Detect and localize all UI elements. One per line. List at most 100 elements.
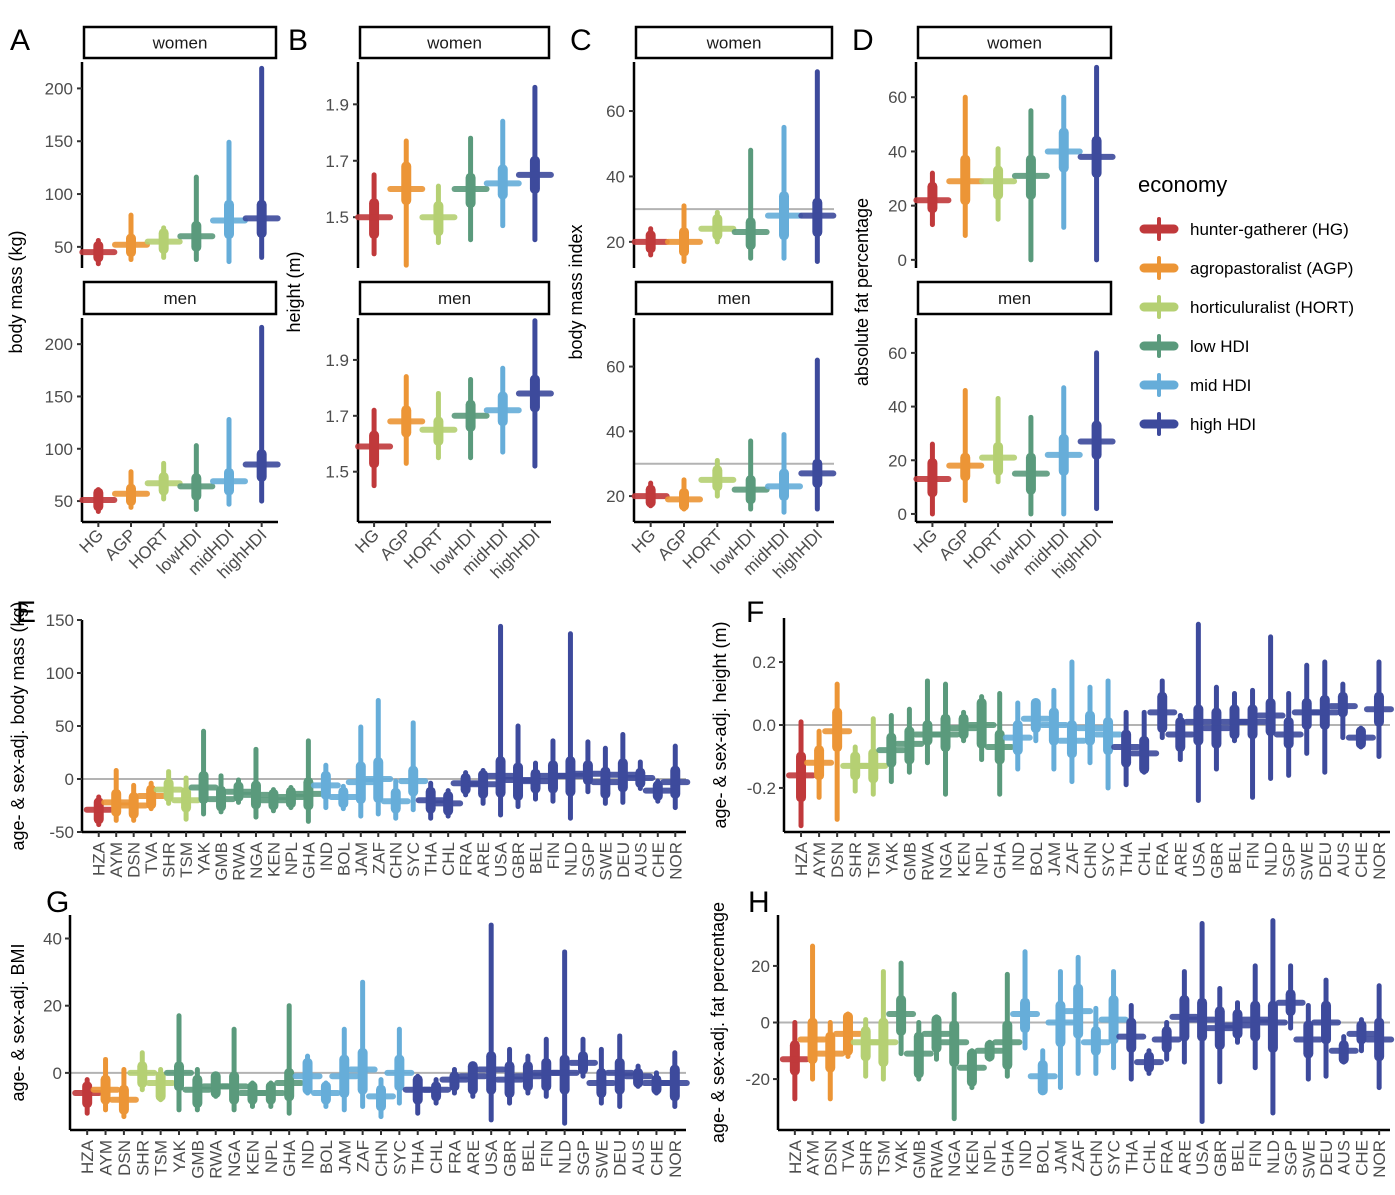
pointrange-CHL	[1133, 1048, 1164, 1076]
x-tick-label: DSN	[828, 842, 847, 878]
pointrange-CHE	[642, 778, 673, 804]
pointrange-THA	[1116, 1003, 1147, 1082]
pointrange-BOL	[1020, 697, 1051, 744]
series-group	[79, 324, 281, 515]
pointrange-GMB	[894, 706, 925, 775]
x-tick-label: DSN	[821, 1140, 840, 1176]
x-tick-label: DEU	[1317, 1140, 1336, 1176]
panel-letter: F	[746, 596, 764, 629]
legend-title: economy	[1138, 172, 1227, 197]
x-tick-label: FRA	[457, 841, 476, 876]
pointrange-KEN	[948, 709, 979, 744]
legend-label: hunter-gatherer (HG)	[1190, 220, 1349, 239]
pointrange-DEU	[604, 1033, 635, 1109]
x-tick-label: USA	[482, 1139, 501, 1175]
x-tick-label: KEN	[243, 1140, 262, 1175]
y-tick-label: 150	[45, 132, 73, 151]
panel-letter: A	[10, 24, 30, 57]
x-tick-label: IND	[1016, 1140, 1035, 1169]
pointrange-RWA	[223, 777, 254, 805]
x-tick-label: TSM	[864, 842, 883, 878]
y-tick-label: 20	[606, 487, 625, 506]
panel-letter: G	[46, 886, 69, 919]
pointrange-DSN	[118, 782, 149, 823]
y-tick-label: 0.0	[752, 716, 776, 735]
x-tick-label: CHE	[1352, 1140, 1371, 1176]
pointrange-DEU	[607, 731, 638, 805]
x-tick-label: NGA	[937, 841, 956, 879]
pointrange-USA	[476, 922, 507, 1123]
x-tick-label: JAM	[335, 1140, 354, 1174]
pointrange-DEU	[1309, 659, 1340, 775]
x-tick-label: BOL	[1034, 1140, 1053, 1174]
x-tick-label: ARE	[1175, 1140, 1194, 1175]
x-tick-label: SHR	[857, 1140, 876, 1176]
y-tick-label: 100	[46, 664, 74, 683]
pointrange-low	[1011, 108, 1050, 263]
pointrange-FIN	[1240, 963, 1271, 1071]
y-tick-label: 40	[606, 167, 625, 186]
x-tick-label: CHE	[647, 1140, 666, 1176]
pointrange-GBR	[1201, 684, 1232, 772]
x-tick-label: NLD	[1262, 842, 1281, 876]
x-tick-label: AYM	[97, 1140, 116, 1176]
pointrange-YAK	[886, 960, 917, 1057]
legend-key-high	[1139, 412, 1179, 436]
x-tick-label: GMB	[900, 842, 919, 881]
pointrange-CHE	[1346, 1017, 1377, 1054]
y-tick-label: 0	[898, 251, 907, 270]
pointrange-HG	[355, 407, 394, 489]
x-tick-label: NPL	[973, 842, 992, 875]
pointrange-IND	[1010, 949, 1041, 1051]
pointrange-AUS	[1327, 681, 1358, 741]
facet-strip	[82, 25, 278, 60]
x-tick-label: GHA	[998, 1139, 1017, 1177]
pointrange-AUS	[623, 1063, 654, 1089]
pointrange-low	[451, 376, 490, 461]
pointrange-AUS	[625, 759, 656, 792]
pointrange-DEU	[1311, 977, 1342, 1079]
x-tick-label: FIN	[1244, 842, 1263, 869]
x-tick-label: AYM	[810, 842, 829, 878]
y-axis-title: age- & sex-adj. height (m)	[710, 621, 730, 828]
x-tick-label: TSM	[874, 1140, 893, 1176]
pointrange-high	[1077, 64, 1116, 263]
x-tick-label: GMB	[212, 842, 231, 881]
pointrange-HORT	[979, 146, 1018, 222]
y-tick-label: 50	[54, 238, 73, 257]
y-tick-label: -50	[49, 823, 74, 842]
pointrange-NLD	[549, 949, 580, 1126]
pointrange-NLD	[1257, 918, 1288, 1116]
series-group	[913, 64, 1116, 263]
pointrange-CHL	[433, 788, 464, 819]
pointrange-NOR	[659, 1050, 690, 1109]
pointrange-mid	[1044, 94, 1083, 230]
pointrange-GBR	[1204, 986, 1235, 1085]
x-tick-label: YAK	[170, 1139, 189, 1172]
series-group	[631, 69, 837, 264]
y-tick-label: 0	[65, 770, 74, 789]
pointrange-high	[1077, 350, 1116, 512]
x-tick-label: YAK	[892, 1139, 911, 1172]
x-tick-label: NGA	[945, 1139, 964, 1177]
pointrange-low	[177, 443, 216, 512]
x-tick-label: SYC	[1105, 1140, 1124, 1175]
legend-key-mid	[1139, 373, 1179, 397]
pointrange-BOL	[310, 1080, 341, 1109]
pointrange-HG	[631, 480, 670, 509]
pointrange-HORT	[698, 209, 737, 245]
pointrange-ARE	[1165, 713, 1196, 763]
y-tick-label: 40	[43, 930, 62, 949]
panel-letter: E	[16, 596, 36, 629]
pointrange-SHR	[850, 1017, 881, 1079]
pointrange-SYC	[1098, 969, 1129, 1071]
y-tick-label: 0.2	[752, 653, 776, 672]
x-tick-label: SHR	[846, 842, 865, 878]
pointrange-HG	[79, 487, 118, 515]
pointrange-IND	[292, 1053, 323, 1096]
pointrange-mid	[210, 416, 248, 507]
legend-label: low HDI	[1190, 337, 1250, 356]
y-tick-label: 60	[888, 88, 907, 107]
x-tick-label: GBR	[1207, 842, 1226, 879]
x-tick-label: BEL	[519, 1140, 538, 1172]
